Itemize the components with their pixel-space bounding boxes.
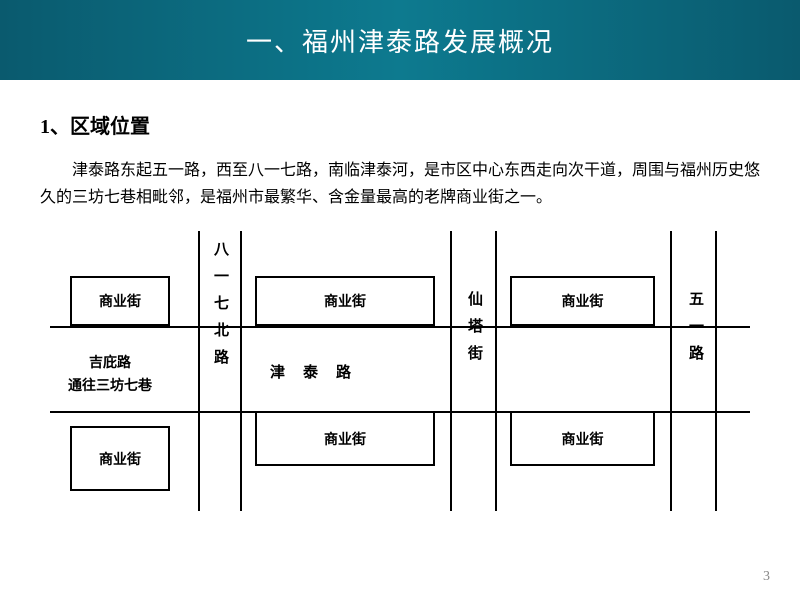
road-label-left: 八一七北路 — [210, 241, 231, 376]
box-label: 商业街 — [99, 291, 141, 311]
road-line-top — [50, 326, 750, 328]
vline-1 — [198, 231, 200, 511]
box-label: 商业街 — [562, 291, 604, 311]
vline-2 — [240, 231, 242, 511]
page-title: 一、福州津泰路发展概况 — [246, 22, 554, 59]
box-label: 商业街 — [562, 429, 604, 449]
side-label: 吉庇路 通往三坊七巷 — [68, 353, 152, 398]
box-label: 商业街 — [324, 291, 366, 311]
road-label-mid: 仙塔街 — [464, 291, 485, 372]
page-number: 3 — [763, 569, 770, 585]
subtitle: 1、区域位置 — [40, 110, 760, 139]
box-label: 商业街 — [324, 429, 366, 449]
box-bot-left: 商业街 — [70, 426, 170, 491]
vline-3 — [450, 231, 452, 511]
box-top-mid: 商业街 — [255, 276, 435, 326]
box-label: 商业街 — [99, 449, 141, 469]
map-diagram: 商业街 商业街 商业街 商业街 商业街 商业街 八一七北路 仙塔街 五一路 津泰… — [50, 231, 750, 511]
road-label-center: 津泰路 — [270, 361, 369, 382]
road-label-right: 五一路 — [685, 291, 706, 372]
vline-4 — [495, 231, 497, 511]
side-label-1: 吉庇路 — [89, 356, 131, 371]
header-band: 一、福州津泰路发展概况 — [0, 0, 800, 80]
vline-5 — [670, 231, 672, 511]
vline-6 — [715, 231, 717, 511]
body-paragraph: 津泰路东起五一路，西至八一七路，南临津泰河，是市区中心东西走向次干道，周围与福州… — [40, 157, 760, 211]
box-top-right: 商业街 — [510, 276, 655, 326]
box-bot-right: 商业街 — [510, 411, 655, 466]
side-label-2: 通往三坊七巷 — [68, 379, 152, 394]
content-area: 1、区域位置 津泰路东起五一路，西至八一七路，南临津泰河，是市区中心东西走向次干… — [0, 80, 800, 511]
box-top-left: 商业街 — [70, 276, 170, 326]
box-bot-mid: 商业街 — [255, 411, 435, 466]
